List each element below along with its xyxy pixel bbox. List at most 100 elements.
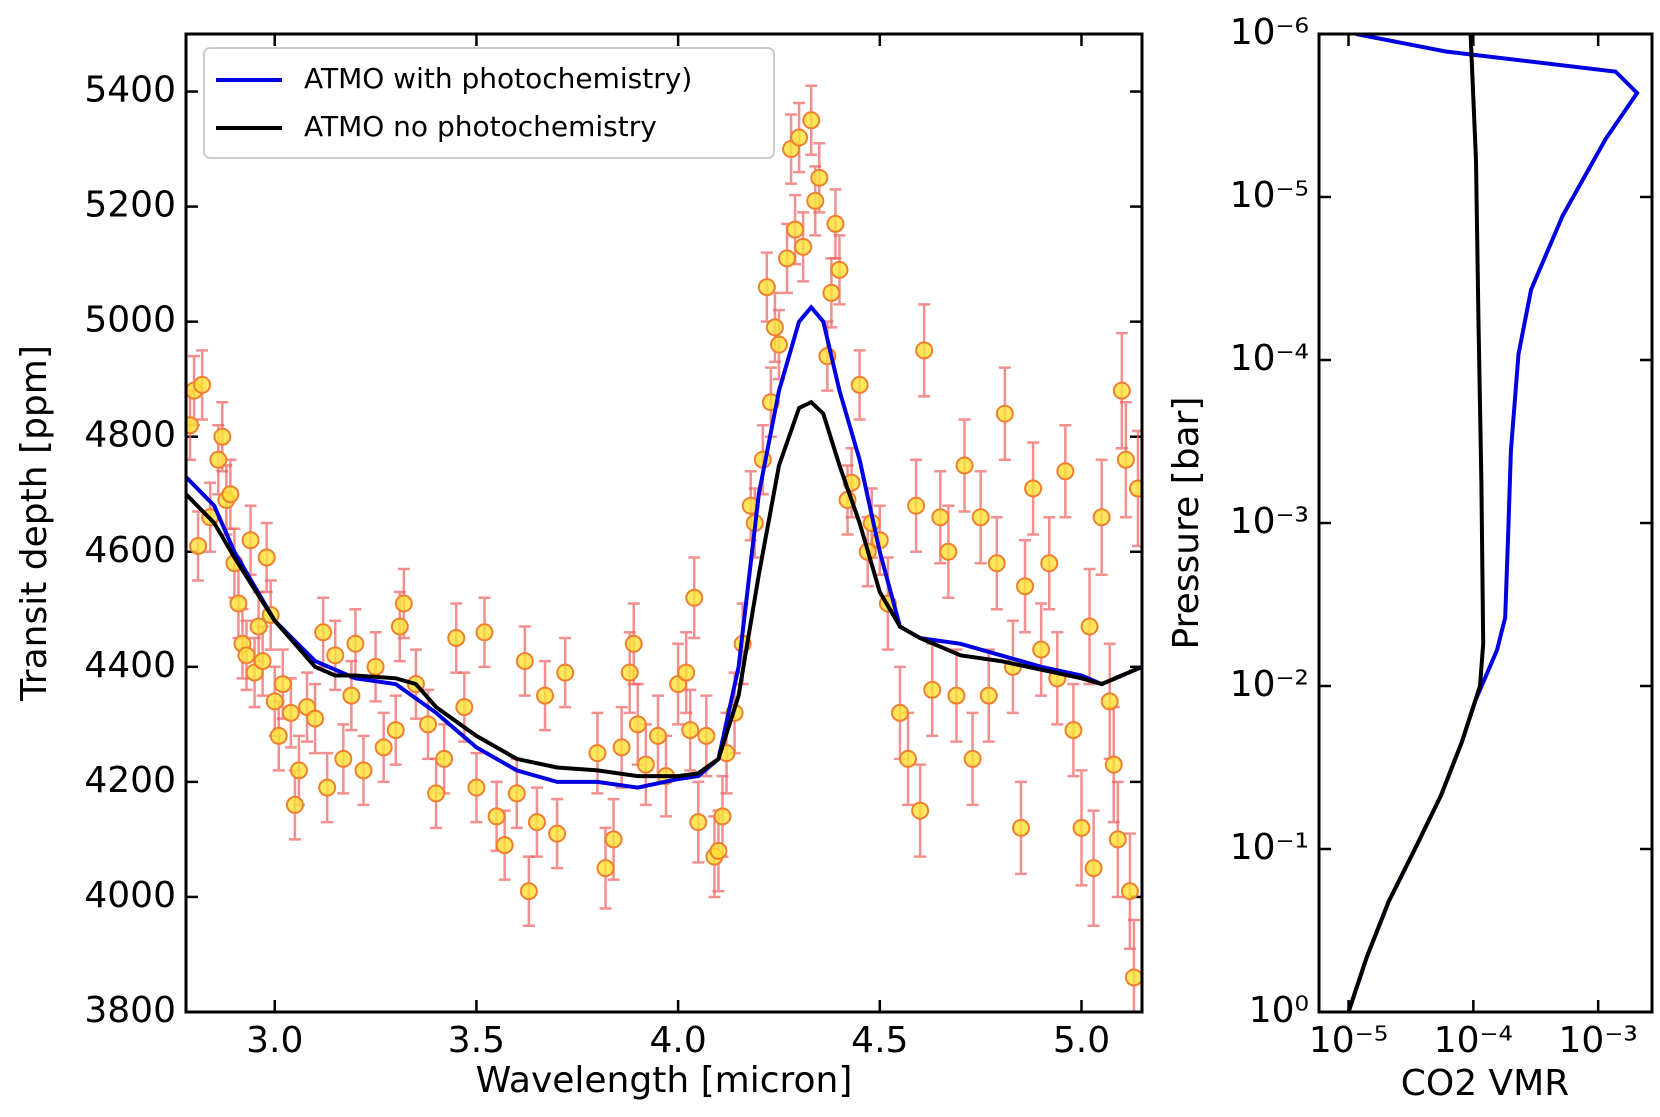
spectrum-panel: 3.0 3.5 4.0 4.5 5.0 3800 4000 4200 4400 4600 4800 5… xyxy=(84,32,1144,1061)
model-line xyxy=(1346,34,1486,1012)
data-point xyxy=(221,485,240,504)
x-tick-label: 4.5 xyxy=(851,1020,908,1061)
x-tick-label: 10⁻⁴ xyxy=(1434,1020,1513,1061)
data-point xyxy=(536,686,555,705)
legend-label: ATMO with photochemistry) xyxy=(304,62,692,95)
data-point xyxy=(987,554,1006,573)
x-axis-label: CO2 VMR xyxy=(1401,1063,1570,1104)
x-tick-label: 5.0 xyxy=(1053,1020,1110,1061)
data-point xyxy=(963,749,982,768)
data-point xyxy=(1116,450,1135,469)
data-point xyxy=(1108,830,1127,849)
data-point xyxy=(237,646,256,665)
data-point xyxy=(257,548,276,567)
data-point xyxy=(229,594,248,613)
y-tick-label: 4000 xyxy=(84,875,176,916)
data-point xyxy=(342,686,361,705)
legend: ATMO with photochemistry) ATMO no photoch… xyxy=(203,47,775,159)
data-point xyxy=(769,335,788,354)
data-point xyxy=(265,692,284,711)
y-tick-label: 3800 xyxy=(84,990,176,1031)
data-point xyxy=(1112,381,1131,400)
data-point xyxy=(1080,617,1099,636)
data-point xyxy=(636,755,655,774)
model-line xyxy=(1346,34,1640,1012)
data-point xyxy=(709,841,728,860)
y-tick-label: 10⁻² xyxy=(1230,664,1309,705)
y-tick-label: 5400 xyxy=(84,70,176,111)
data-point xyxy=(911,801,930,820)
data-point xyxy=(604,830,623,849)
data-point xyxy=(689,813,708,832)
data-point xyxy=(527,813,546,832)
y-tick-label: 10⁻³ xyxy=(1230,501,1309,542)
data-point xyxy=(790,128,809,147)
data-point xyxy=(677,663,696,682)
data-point xyxy=(685,588,704,607)
data-point xyxy=(1092,508,1111,527)
y-tick-label: 4600 xyxy=(84,530,176,571)
data-point xyxy=(519,882,538,901)
data-point xyxy=(1072,818,1091,837)
data-point xyxy=(285,795,304,814)
data-point xyxy=(281,703,300,722)
data-point xyxy=(314,623,333,642)
data-point xyxy=(273,675,292,694)
data-point xyxy=(1128,479,1142,498)
data-point xyxy=(467,778,486,797)
data-point xyxy=(890,703,909,722)
data-point xyxy=(620,663,639,682)
data-point xyxy=(995,404,1014,423)
data-point xyxy=(487,807,506,826)
data-point xyxy=(830,260,849,279)
data-point xyxy=(794,237,813,256)
data-point xyxy=(947,686,966,705)
y-tick-label: 10⁰ xyxy=(1249,990,1309,1031)
x-tick-label: 10⁻³ xyxy=(1559,1020,1638,1061)
data-point xyxy=(923,680,942,699)
data-point xyxy=(435,749,454,768)
data-point xyxy=(850,375,869,394)
data-point xyxy=(249,617,268,636)
data-point xyxy=(213,427,232,446)
data-point xyxy=(1064,721,1083,740)
data-point xyxy=(697,726,716,745)
data-point xyxy=(289,761,308,780)
data-point xyxy=(899,749,918,768)
y-tick-label: 10⁻⁴ xyxy=(1230,338,1309,379)
plot-frame xyxy=(184,32,1144,1014)
data-point xyxy=(366,657,385,676)
x-axis-label: Wavelength [micron] xyxy=(476,1060,853,1101)
data-point xyxy=(1100,692,1119,711)
data-point xyxy=(1024,479,1043,498)
data-point xyxy=(495,836,514,855)
data-point xyxy=(427,784,446,803)
data-point xyxy=(515,652,534,671)
y-axis-label: Pressure [bar] xyxy=(1166,397,1207,650)
data-point xyxy=(1040,554,1059,573)
data-point xyxy=(757,278,776,297)
data-point xyxy=(419,715,438,734)
legend-label: ATMO no photochemistry xyxy=(304,110,657,143)
data-point xyxy=(1120,882,1139,901)
x-tick-label: 3.5 xyxy=(448,1020,505,1061)
data-point xyxy=(269,726,288,745)
data-point xyxy=(374,738,393,757)
data-point xyxy=(507,784,526,803)
data-point xyxy=(681,721,700,740)
y-tick-label: 5200 xyxy=(84,185,176,226)
data-point xyxy=(475,623,494,642)
data-point xyxy=(386,721,405,740)
data-point xyxy=(1104,755,1123,774)
data-point xyxy=(786,220,805,239)
data-point xyxy=(193,375,212,394)
y-tick-label: 4800 xyxy=(84,415,176,456)
data-point xyxy=(447,629,466,648)
data-point xyxy=(802,111,821,130)
data-point xyxy=(810,168,829,187)
data-point xyxy=(612,738,631,757)
data-point xyxy=(548,824,567,843)
data-point xyxy=(826,214,845,233)
y-tick-label: 10⁻⁶ xyxy=(1230,12,1309,53)
data-point xyxy=(931,508,950,527)
